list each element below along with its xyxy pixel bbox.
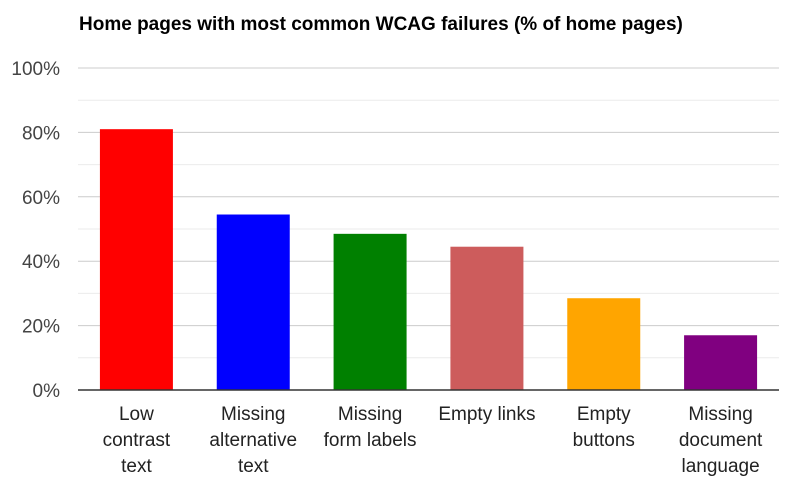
x-category-label: Empty buttons [573, 404, 635, 451]
x-category-label: Low contrast text [103, 404, 171, 477]
bar [333, 233, 407, 390]
x-category-label-line: text [121, 456, 152, 477]
bar [216, 214, 290, 390]
x-category-label: Missing alternative text [209, 404, 297, 477]
bar [567, 298, 641, 390]
x-category-label-line: form labels [324, 430, 417, 451]
bar [99, 129, 173, 390]
x-category-label-line: Missing [688, 404, 752, 425]
x-category-label-line: text [238, 456, 269, 477]
x-category-label-line: Missing [338, 404, 402, 425]
x-category-label-line: Empty [577, 404, 631, 425]
y-axis-ticks: 0% 20% 40% 60% 80% 100% [11, 59, 60, 402]
y-tick-label: 100% [11, 59, 60, 80]
bars [99, 129, 758, 390]
x-category-label: Missing form labels [324, 404, 417, 451]
x-category-label-line: Low [119, 404, 154, 425]
bar [684, 335, 758, 390]
x-category-label-line: document [679, 430, 763, 451]
chart-title: Home pages with most common WCAG failure… [79, 14, 683, 35]
y-tick-label: 40% [22, 252, 60, 273]
x-category-label-line: buttons [573, 430, 635, 451]
x-category-label-line: Empty links [438, 404, 535, 425]
x-category-label: Missing document language [679, 404, 763, 477]
x-category-label-line: language [681, 456, 759, 477]
x-category-label: Empty links [438, 404, 535, 425]
y-tick-label: 60% [22, 188, 60, 209]
bar [450, 246, 524, 390]
x-category-label-line: alternative [209, 430, 297, 451]
x-category-label-line: contrast [103, 430, 171, 451]
y-tick-label: 20% [22, 317, 60, 338]
y-tick-label: 80% [22, 123, 60, 144]
x-category-label-line: Missing [221, 404, 285, 425]
gridlines [78, 67, 779, 359]
y-tick-label: 0% [33, 381, 61, 402]
